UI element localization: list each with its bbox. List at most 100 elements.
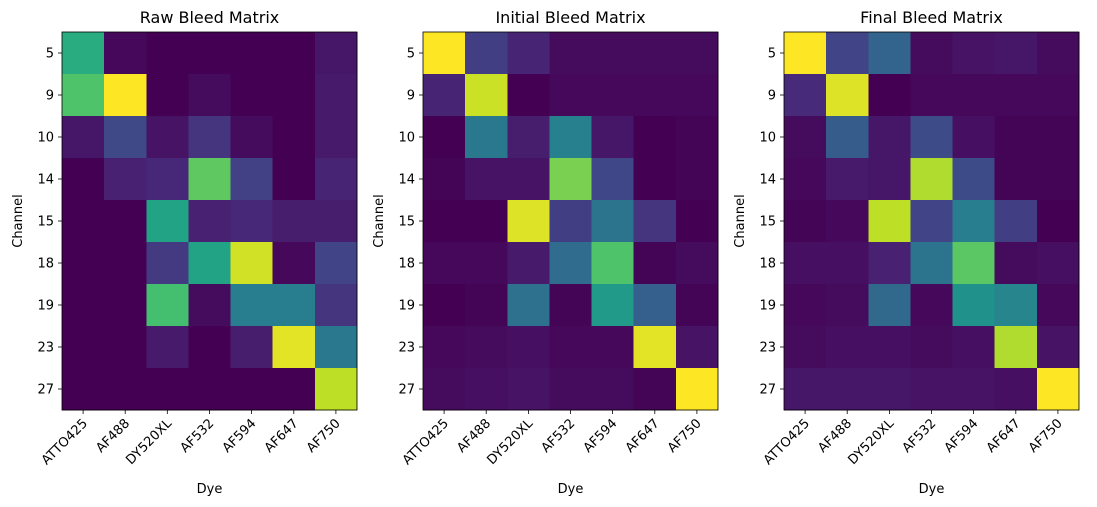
x-tick-label: AF594: [942, 416, 982, 456]
heatmap-cell: [826, 116, 869, 159]
x-tick-label: AF488: [93, 416, 133, 456]
heatmap-cell: [104, 158, 147, 201]
heatmap-cell: [272, 242, 316, 285]
heatmap-cell: [314, 242, 358, 285]
heatmap-cell: [868, 368, 912, 411]
heatmap-cell: [994, 326, 1038, 369]
heatmap-cell: [272, 326, 316, 369]
heatmap-cell: [1036, 242, 1080, 285]
heatmap-cell: [146, 242, 190, 285]
heatmap-cell: [549, 32, 593, 75]
heatmap-cell: [591, 368, 635, 411]
heatmap-cell: [230, 242, 274, 285]
heatmap-cell: [272, 32, 316, 75]
heatmap-cell: [784, 74, 827, 117]
heatmap-cell: [146, 32, 190, 75]
heatmap-cell: [868, 326, 912, 369]
heatmap-cell: [423, 242, 466, 285]
heatmap-panel-3: Final Bleed Matrix 5 9 10 14 15 18 19 23 27 ATTO42…: [733, 8, 1080, 497]
heatmap-cell: [952, 74, 996, 117]
heatmap-cell: [1036, 368, 1080, 411]
heatmap-cell: [952, 242, 996, 285]
y-tick-label: 5: [407, 47, 415, 62]
x-axis-label: Dye: [558, 482, 584, 497]
heatmap-cell: [507, 32, 551, 75]
heatmap-panel-2: Initial Bleed Matrix 5 9 10 14 15 18 19 23 27 ATTO…: [372, 8, 719, 497]
heatmap-cell: [633, 32, 677, 75]
heatmap-cell: [868, 74, 912, 117]
heatmap-cell: [465, 326, 508, 369]
y-tick-label: 18: [37, 257, 54, 272]
heatmap-cell: [784, 284, 827, 327]
heatmap-cell: [549, 158, 593, 201]
heatmap-cell: [188, 74, 232, 117]
heatmap-cell: [633, 368, 677, 411]
heatmap-cell: [952, 200, 996, 243]
heatmap-cell: [784, 158, 827, 201]
x-tick-label: AF750: [665, 416, 705, 456]
y-tick-label: 5: [46, 47, 54, 62]
heatmap-cell: [868, 242, 912, 285]
x-tick-label: ATTO425: [400, 416, 452, 468]
heatmap-cell: [423, 116, 466, 159]
y-tick-label: 19: [398, 299, 415, 314]
heatmap-cell: [826, 326, 869, 369]
heatmap-cell: [1036, 74, 1080, 117]
heatmap-cell: [591, 32, 635, 75]
y-tick-label: 27: [759, 383, 776, 398]
heatmap-cell: [826, 200, 869, 243]
heatmap-cell: [62, 200, 105, 243]
heatmap-cell: [230, 116, 274, 159]
heatmap-cell: [314, 158, 358, 201]
heatmap-cell: [62, 116, 105, 159]
heatmap-cell: [591, 326, 635, 369]
heatmap-cell: [230, 158, 274, 201]
y-tick-label: 15: [398, 215, 415, 230]
heatmap-cell: [188, 368, 232, 411]
y-tick-label: 18: [398, 257, 415, 272]
heatmap-cell: [994, 242, 1038, 285]
heatmap-cell: [188, 326, 232, 369]
x-tick-label: AF488: [454, 416, 494, 456]
heatmap-cell: [146, 158, 190, 201]
heatmap-cell: [826, 32, 869, 75]
heatmap-cell: [272, 74, 316, 117]
heatmap-cell: [507, 326, 551, 369]
heatmap-cell: [910, 158, 954, 201]
heatmap-cell: [230, 32, 274, 75]
x-tick-label: ATTO425: [761, 416, 813, 468]
x-tick-label: AF532: [178, 416, 218, 456]
y-tick-label: 19: [37, 299, 54, 314]
heatmap-cell: [230, 368, 274, 411]
heatmap-cell: [952, 116, 996, 159]
heatmap-cell: [549, 284, 593, 327]
x-tick-label: AF750: [1026, 416, 1066, 456]
heatmap-cell: [423, 74, 466, 117]
heatmap-cell: [591, 284, 635, 327]
heatmap-cell: [675, 326, 719, 369]
heatmap-cell: [1036, 326, 1080, 369]
heatmap-cell: [952, 326, 996, 369]
heatmap-cell: [272, 368, 316, 411]
heatmap-cell: [146, 200, 190, 243]
heatmap-cell: [104, 368, 147, 411]
heatmap-cell: [272, 200, 316, 243]
heatmap-cell: [62, 158, 105, 201]
heatmap-cell: [952, 284, 996, 327]
y-tick-label: 15: [37, 215, 54, 230]
heatmap-cell: [633, 200, 677, 243]
heatmap-cell: [314, 284, 358, 327]
y-axis-label: Channel: [733, 194, 748, 247]
x-tick-label: DY520XL: [845, 416, 897, 468]
heatmap-cell: [188, 200, 232, 243]
heatmap-cell: [465, 242, 508, 285]
heatmap-cell: [465, 200, 508, 243]
heatmap-cell: [826, 158, 869, 201]
heatmap-cell: [146, 326, 190, 369]
heatmap-cell: [146, 116, 190, 159]
heatmap-cell: [994, 284, 1038, 327]
x-tick-label: DY520XL: [484, 416, 536, 468]
heatmap-cell: [272, 158, 316, 201]
heatmap-cell: [1036, 284, 1080, 327]
